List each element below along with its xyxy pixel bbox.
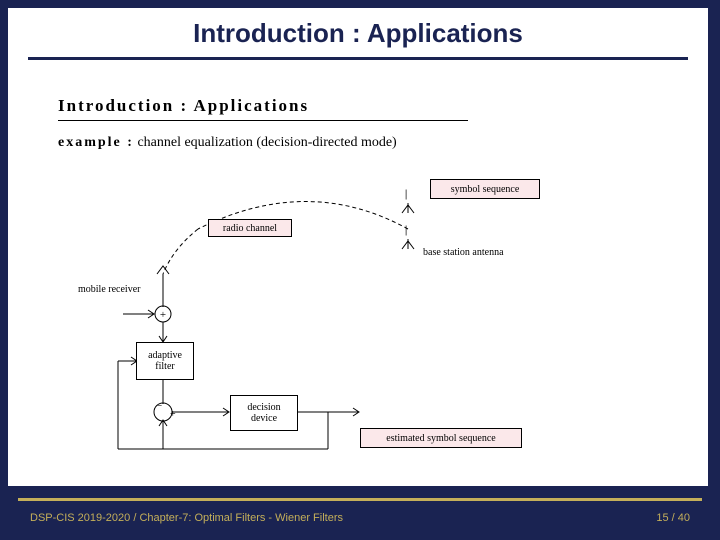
base-station-label: base station antenna — [423, 247, 504, 258]
symbol-sequence-box: symbol sequence — [430, 179, 540, 199]
svg-text:−: − — [156, 400, 162, 412]
svg-text:+: + — [160, 309, 166, 321]
example-keyword: example : — [58, 135, 134, 150]
svg-text:+: + — [170, 409, 176, 420]
sub-title-rule — [58, 120, 468, 121]
antenna2-icon: | — [405, 225, 407, 236]
slide-inner: Introduction : Applications Introduction… — [8, 8, 708, 486]
title-rule — [28, 57, 688, 60]
decision-device-label1: decision — [247, 402, 280, 413]
estimated-symbol-label: estimated symbol sequence — [386, 433, 495, 444]
decision-device-box: decision device — [230, 395, 298, 431]
adaptive-filter-box: adaptive filter — [136, 342, 194, 380]
page-title: Introduction : Applications — [8, 8, 708, 49]
diagram-wires: + − + — [78, 179, 598, 469]
content-area: Introduction : Applications example : ch… — [48, 84, 638, 484]
radio-channel-label: radio channel — [223, 223, 277, 234]
footer-text: DSP-CIS 2019-2020 / Chapter-7: Optimal F… — [30, 512, 343, 524]
decision-device-label2: device — [251, 413, 277, 424]
adaptive-filter-label2: filter — [155, 361, 174, 372]
slide-root: Introduction : Applications Introduction… — [0, 0, 720, 540]
symbol-sequence-label: symbol sequence — [451, 184, 520, 195]
example-line: example : channel equalization (decision… — [58, 135, 638, 151]
sub-title: Introduction : Applications — [58, 96, 638, 116]
antenna1-icon: | — [405, 189, 407, 200]
footer-rule — [18, 498, 702, 501]
example-text: channel equalization (decision-directed … — [134, 135, 397, 150]
page-number: 15 / 40 — [656, 512, 690, 524]
mobile-receiver-label: mobile receiver — [78, 284, 140, 295]
radio-channel-box: radio channel — [208, 219, 292, 237]
block-diagram: + − + symbol sequence radio channel mobi… — [78, 179, 598, 469]
footer: DSP-CIS 2019-2020 / Chapter-7: Optimal F… — [0, 496, 720, 540]
estimated-symbol-box: estimated symbol sequence — [360, 428, 522, 448]
adaptive-filter-label1: adaptive — [148, 350, 182, 361]
